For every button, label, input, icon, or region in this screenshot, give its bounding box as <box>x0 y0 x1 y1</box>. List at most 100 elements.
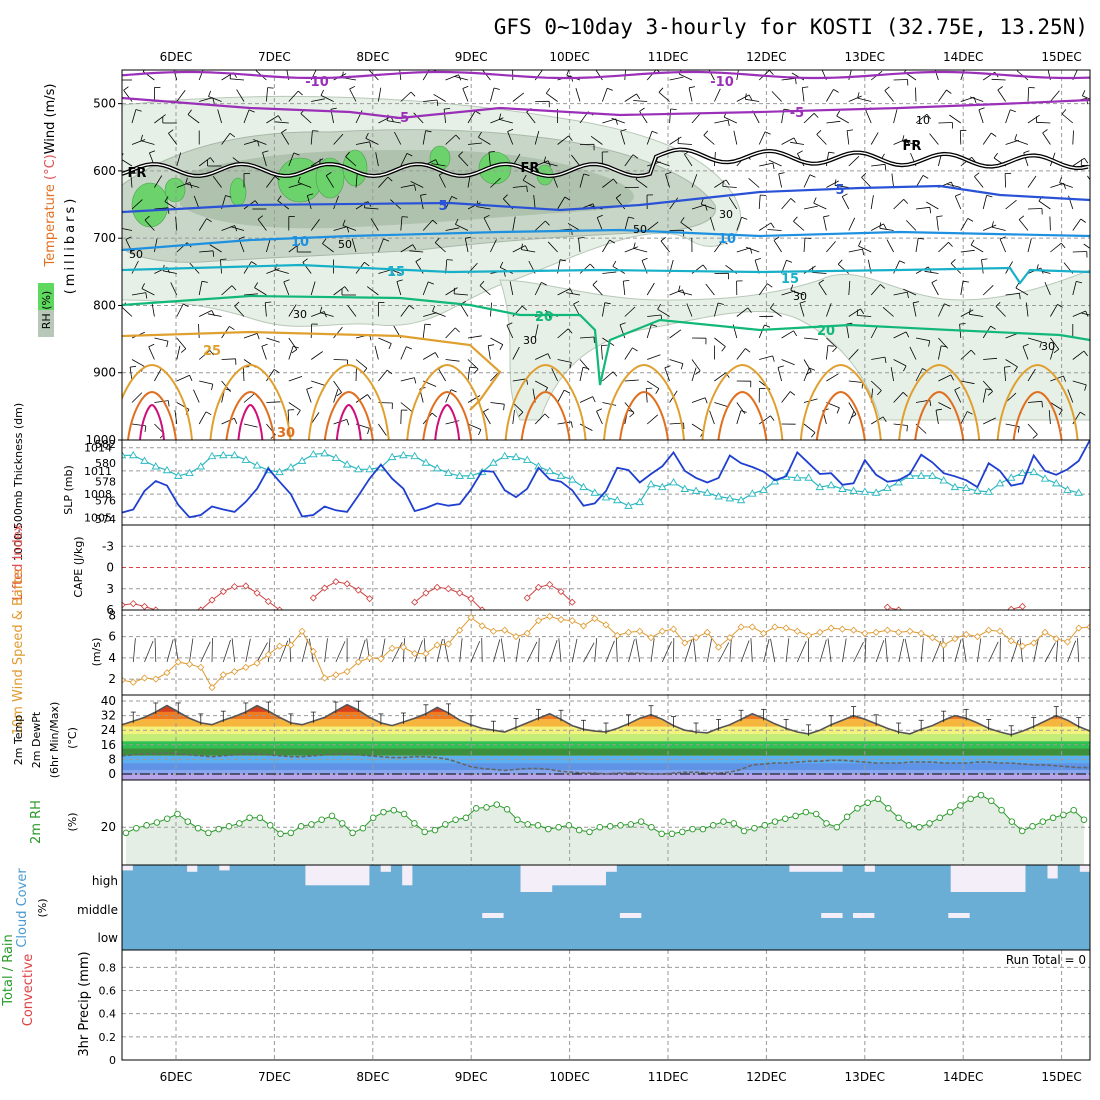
top-date-label: 11DEC <box>648 50 688 64</box>
cloud-high-bar <box>1036 865 1048 892</box>
temp-contour-35-lobe <box>139 403 165 440</box>
wind-barb-flag <box>568 135 573 141</box>
wind10m-point <box>343 668 351 676</box>
wind-barb-flag <box>455 134 461 140</box>
wind-barb <box>758 415 771 425</box>
rh2m-point <box>277 830 284 838</box>
wind10m-point <box>602 621 610 629</box>
li-point <box>197 606 205 610</box>
wind-barb <box>803 205 818 210</box>
wind-barb <box>915 368 923 382</box>
temp-contour-label: 30 <box>277 426 295 441</box>
wind-barb-flag <box>369 70 370 71</box>
wind-barb <box>893 291 908 296</box>
temp-contour-35-lobe <box>335 403 362 440</box>
thickness-point <box>657 482 667 491</box>
wind-barb-flag <box>545 220 550 226</box>
wind-barb <box>1022 346 1029 360</box>
wind-barb <box>1027 175 1037 188</box>
wind-barb <box>646 70 657 81</box>
wind-barb-flag <box>802 86 809 88</box>
wind-barb <box>467 142 482 145</box>
rh2m-point <box>679 828 686 836</box>
temp2m-ylabel-part: 2m DewPt <box>30 711 43 768</box>
wind-barb <box>306 389 312 403</box>
wind-barb <box>826 180 839 188</box>
thickness-point <box>916 471 926 479</box>
wind-barb <box>266 87 268 102</box>
wind-barb-flag <box>583 173 590 176</box>
rh2m-point <box>864 799 871 806</box>
wind-barb-flag <box>813 197 817 204</box>
wind-barb <box>1005 199 1017 210</box>
top-date-label: 8DEC <box>356 50 389 64</box>
wind10m-barb <box>558 638 562 663</box>
wind-barb <box>557 421 572 425</box>
wind-barb-flag <box>967 218 974 222</box>
wind-barb <box>557 328 569 339</box>
wind-barb-flag <box>479 280 485 286</box>
wind-barb <box>557 135 569 145</box>
wind-barb-flag <box>970 239 975 246</box>
wind-barb-flag <box>974 172 980 177</box>
wind-barb-flag <box>773 236 780 241</box>
wind-barb <box>1095 286 1100 295</box>
wind-barb <box>176 337 187 349</box>
thickness-point <box>252 461 262 469</box>
cloud-ylabel: Cloud Cover <box>15 868 30 948</box>
wind10m-barb <box>763 639 770 663</box>
rh2m-point <box>596 823 604 831</box>
cloud-high-bar <box>294 865 306 892</box>
wind-barb <box>212 176 222 188</box>
wind10m-point <box>1041 628 1049 636</box>
wind-barb <box>1036 121 1051 124</box>
thickness-point <box>759 485 768 493</box>
wind-barb <box>1061 113 1074 124</box>
wind-barb <box>728 197 738 210</box>
wind-barb-flag <box>944 303 950 307</box>
temp-contour-35-lobe <box>434 403 461 440</box>
cloud-high-bar <box>229 865 241 892</box>
wind10m-point <box>827 624 835 632</box>
thickness-point <box>399 450 408 459</box>
wind-barb <box>467 110 476 124</box>
wind-barb-flag <box>569 362 572 369</box>
thickness-point <box>309 449 318 458</box>
wind-barb-flag <box>296 410 301 416</box>
wind10m-barb <box>436 638 443 663</box>
wind10m-barb <box>706 638 712 663</box>
wind10m-point <box>591 614 599 623</box>
wind-barb <box>199 250 214 253</box>
wind-barb <box>512 216 516 231</box>
wind10m-barb <box>174 638 179 663</box>
wind-barb <box>1044 281 1051 296</box>
li-point <box>444 585 452 593</box>
rh2m-point <box>802 808 810 816</box>
wind-barb-flag <box>620 129 627 132</box>
wind-barb-flag <box>307 193 314 196</box>
wind-barb <box>912 302 917 317</box>
wind10m-point <box>816 628 824 636</box>
wind-barb <box>691 204 706 210</box>
wind-barb <box>163 270 177 274</box>
wind10m-barb <box>144 640 154 663</box>
wind-barb <box>915 113 928 124</box>
wind-barb-flag <box>220 258 227 260</box>
wind-barb <box>234 305 245 317</box>
wind-barb <box>534 324 539 339</box>
wind-barb <box>1049 216 1051 231</box>
cloud-high-bar <box>659 865 672 892</box>
rh2m-point <box>658 830 665 838</box>
wind-barb-flag <box>971 156 976 163</box>
wind-barb <box>400 216 403 231</box>
wind-barb <box>812 272 827 274</box>
top-date-label: 12DEC <box>746 50 786 64</box>
wind-barb <box>803 337 818 340</box>
wind-barb <box>507 131 514 145</box>
wind-barb-flag <box>428 281 434 285</box>
wind-barb <box>288 346 294 360</box>
wind-barb-flag <box>453 287 455 294</box>
wind-barb <box>579 173 584 188</box>
wind-barb <box>288 152 295 167</box>
wind-barb-flag <box>950 374 954 381</box>
